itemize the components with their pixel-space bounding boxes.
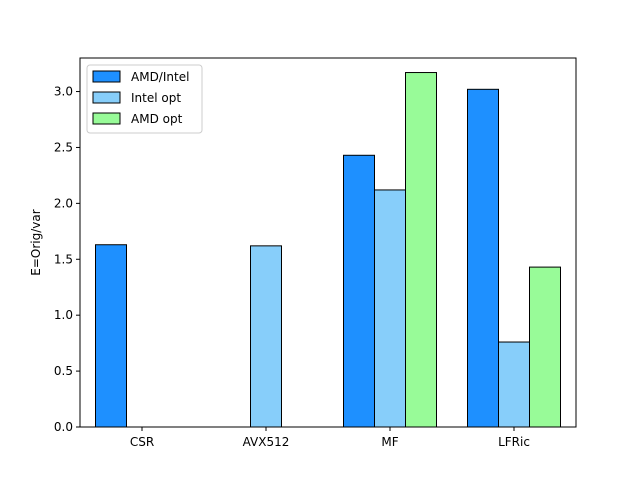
legend-swatch [92,112,121,125]
x-axis-ticks: CSR AVX512 MF LFRic [130,427,530,449]
x-tick-label: AVX512 [243,435,290,449]
y-tick-label: 2.5 [54,140,73,154]
legend-label: AMD opt [131,112,183,126]
legend-swatch [92,70,121,83]
bar-intel-opt-mf [374,189,406,428]
bar-amd-opt-mf [405,72,437,428]
legend-label: Intel opt [131,91,181,105]
x-tick-label: LFRic [498,435,530,449]
y-axis-ticks: 0.0 0.5 1.0 1.5 2.0 2.5 3.0 [54,85,80,434]
y-tick-label: 1.5 [54,252,73,266]
bar-intel-opt-avx512 [250,245,282,428]
y-tick-label: 1.0 [54,308,73,322]
y-tick-label: 0.5 [54,364,73,378]
x-tick-label: CSR [130,435,154,449]
y-tick-label: 0.0 [54,420,73,434]
bar-intel-opt-lfric [498,341,530,428]
bar-amd-intel-csr [95,244,127,428]
plot-frame [79,57,577,428]
bar-amd-intel-mf [343,154,375,428]
legend-label: AMD/Intel [131,70,189,84]
bar-amd-intel-lfric [467,88,499,428]
y-axis-label: E=Orig/var [29,209,43,275]
legend-swatch [92,91,121,104]
bar-amd-opt-lfric [529,266,561,428]
y-tick-label: 2.0 [54,196,73,210]
x-tick-label: MF [381,435,398,449]
legend: AMD/Intel Intel opt AMD opt [86,64,203,134]
bars-layer [95,72,561,428]
y-tick-label: 3.0 [54,85,73,99]
